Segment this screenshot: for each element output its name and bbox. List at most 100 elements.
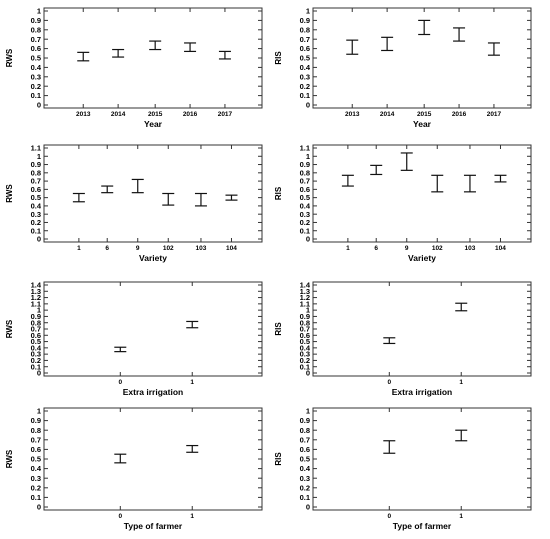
y-tick-label: 1.1 bbox=[300, 144, 310, 153]
y-axis-title: RIS bbox=[274, 322, 283, 336]
x-tick-label: 1 bbox=[190, 513, 194, 520]
y-tick-label: 0.8 bbox=[300, 168, 310, 177]
x-tick-label: 103 bbox=[465, 245, 476, 252]
y-tick-label: 0.4 bbox=[31, 63, 42, 72]
y-tick-label: 0.7 bbox=[31, 177, 41, 186]
y-tick-label: 0.2 bbox=[31, 483, 41, 492]
y-axis-title: RIS bbox=[274, 186, 283, 200]
x-axis-title: Variety bbox=[408, 253, 436, 263]
y-tick-label: 0.8 bbox=[31, 318, 41, 327]
x-tick-label: 0 bbox=[118, 379, 122, 386]
x-axis-title: Year bbox=[144, 119, 163, 129]
y-tick-label: 0.1 bbox=[300, 91, 310, 100]
y-tick-label: 0.8 bbox=[300, 25, 310, 34]
y-tick-label: 0.9 bbox=[31, 416, 41, 425]
y-tick-label: 0.2 bbox=[31, 82, 41, 91]
x-tick-label: 1 bbox=[190, 379, 194, 386]
y-tick-label: 0.2 bbox=[300, 82, 310, 91]
x-tick-label: 2014 bbox=[380, 111, 395, 118]
y-tick-label: 1 bbox=[37, 306, 41, 315]
y-tick-label: 0.6 bbox=[31, 331, 41, 340]
y-tick-label: 0.1 bbox=[300, 362, 310, 371]
x-axis-title: Extra irrigation bbox=[392, 387, 452, 397]
y-tick-label: 1.3 bbox=[300, 287, 310, 296]
y-tick-label: 0.3 bbox=[300, 474, 310, 483]
x-tick-label: 9 bbox=[136, 245, 140, 252]
y-tick-label: 1 bbox=[306, 7, 310, 16]
x-tick-label: 2017 bbox=[487, 111, 502, 118]
y-tick-label: 1 bbox=[306, 152, 310, 161]
y-tick-label: 0.6 bbox=[31, 185, 41, 194]
y-tick-label: 0.3 bbox=[300, 210, 310, 219]
x-tick-label: 6 bbox=[374, 245, 378, 252]
y-tick-label: 1.1 bbox=[31, 144, 41, 153]
plot-frame bbox=[43, 407, 263, 511]
y-tick-label: 0.3 bbox=[31, 350, 41, 359]
y-tick-label: 1.1 bbox=[300, 299, 310, 308]
y-tick-label: 1.2 bbox=[31, 293, 41, 302]
x-tick-label: 6 bbox=[105, 245, 109, 252]
y-tick-label: 0.3 bbox=[300, 350, 310, 359]
y-tick-label: 0.9 bbox=[300, 16, 310, 25]
x-tick-label: 0 bbox=[387, 513, 391, 520]
plot-frame bbox=[312, 7, 532, 109]
y-tick-label: 0.6 bbox=[31, 44, 41, 53]
y-tick-label: 0.9 bbox=[31, 160, 41, 169]
y-tick-label: 0.8 bbox=[31, 25, 41, 34]
x-axis-title: Type of farmer bbox=[124, 521, 183, 531]
y-tick-label: 0.5 bbox=[300, 337, 310, 346]
x-tick-label: 2016 bbox=[452, 111, 467, 118]
plot-frame bbox=[312, 144, 532, 243]
y-tick-label: 1.2 bbox=[300, 293, 310, 302]
y-tick-label: 0.4 bbox=[31, 202, 42, 211]
y-tick-label: 0.2 bbox=[31, 218, 41, 227]
x-tick-label: 102 bbox=[432, 245, 443, 252]
y-tick-label: 0.4 bbox=[300, 343, 311, 352]
y-tick-label: 1.4 bbox=[300, 281, 311, 290]
y-tick-label: 0.7 bbox=[300, 177, 310, 186]
y-tick-label: 0.7 bbox=[31, 325, 41, 334]
x-tick-label: 0 bbox=[387, 379, 391, 386]
y-tick-label: 0.6 bbox=[300, 185, 310, 194]
y-tick-label: 0.8 bbox=[300, 318, 310, 327]
y-tick-label: 0.7 bbox=[31, 35, 41, 44]
y-tick-label: 0.4 bbox=[300, 63, 311, 72]
y-tick-label: 0.2 bbox=[300, 483, 310, 492]
y-tick-label: 0.1 bbox=[31, 91, 41, 100]
x-tick-label: 2015 bbox=[417, 111, 432, 118]
y-tick-label: 0.1 bbox=[31, 226, 41, 235]
x-tick-label: 9 bbox=[405, 245, 409, 252]
y-tick-label: 0.9 bbox=[300, 312, 310, 321]
plot-frame bbox=[312, 281, 532, 377]
y-tick-label: 0.7 bbox=[31, 435, 41, 444]
x-tick-label: 1 bbox=[459, 379, 463, 386]
x-tick-label: 2015 bbox=[148, 111, 163, 118]
y-tick-label: 1.3 bbox=[31, 287, 41, 296]
y-tick-label: 0.7 bbox=[300, 35, 310, 44]
x-tick-label: 104 bbox=[495, 245, 506, 252]
y-tick-label: 0.5 bbox=[31, 54, 41, 63]
x-tick-label: 2016 bbox=[183, 111, 198, 118]
y-tick-label: 0 bbox=[37, 503, 41, 512]
y-tick-label: 1 bbox=[37, 7, 41, 16]
y-tick-label: 0.5 bbox=[31, 337, 41, 346]
y-tick-label: 1 bbox=[37, 152, 41, 161]
y-tick-label: 0.2 bbox=[300, 218, 310, 227]
x-axis-title: Extra irrigation bbox=[123, 387, 183, 397]
y-tick-label: 0.8 bbox=[300, 426, 310, 435]
x-axis-title: Type of farmer bbox=[393, 521, 452, 531]
y-tick-label: 0.4 bbox=[300, 464, 311, 473]
x-axis-title: Variety bbox=[139, 253, 167, 263]
x-tick-label: 1 bbox=[346, 245, 350, 252]
x-tick-label: 1 bbox=[77, 245, 81, 252]
y-tick-label: 0.9 bbox=[300, 160, 310, 169]
x-tick-label: 2013 bbox=[76, 111, 91, 118]
y-axis-title: RWS bbox=[5, 184, 14, 203]
y-tick-label: 0.6 bbox=[31, 445, 41, 454]
y-tick-label: 0.1 bbox=[31, 493, 41, 502]
x-tick-label: 102 bbox=[163, 245, 174, 252]
y-tick-label: 0.1 bbox=[300, 226, 310, 235]
y-tick-label: 1.1 bbox=[31, 299, 41, 308]
y-tick-label: 1 bbox=[37, 407, 41, 416]
